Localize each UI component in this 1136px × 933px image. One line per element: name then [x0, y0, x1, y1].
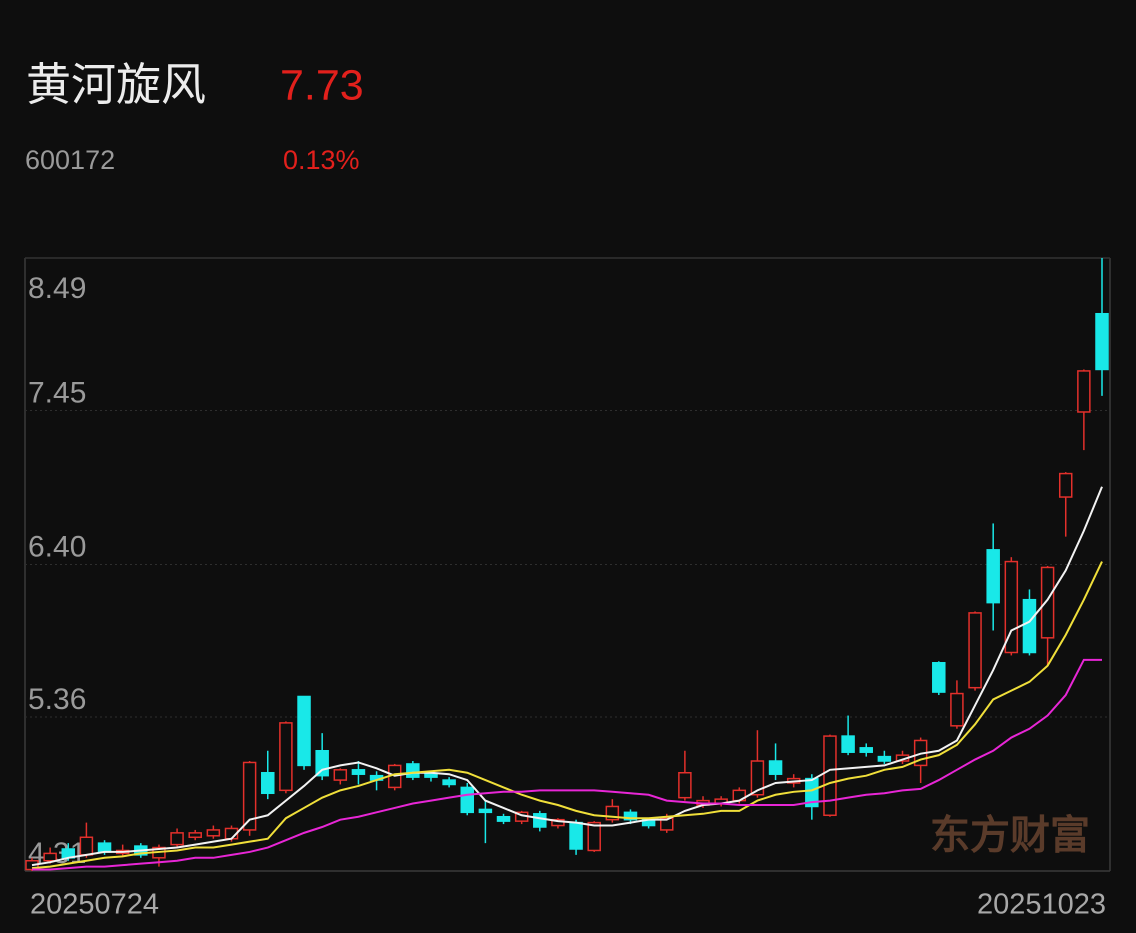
y-tick-label: 5.36	[28, 683, 86, 716]
candle-body	[43, 852, 57, 862]
candle-body	[1058, 472, 1073, 498]
change-percent: 0.13%	[283, 145, 360, 175]
y-tick-label: 7.45	[28, 376, 86, 409]
candle-body	[442, 779, 456, 786]
candle-body	[659, 817, 674, 831]
candle-body	[279, 722, 293, 792]
candle-body	[986, 549, 1000, 604]
candle-body	[968, 612, 982, 689]
candle-body	[768, 760, 783, 775]
candle-body	[351, 769, 366, 775]
stock-code: 600172	[25, 145, 115, 175]
stock-price: 7.73	[280, 61, 364, 109]
candle-body	[79, 836, 94, 856]
candle-body	[932, 662, 946, 693]
candle-body	[315, 749, 329, 777]
candle-body	[170, 832, 184, 846]
moving-average-line	[31, 486, 1103, 867]
candle-body	[97, 842, 112, 853]
candle-body	[1022, 598, 1037, 654]
candle-body	[261, 771, 275, 795]
x-tick-label: 20251023	[977, 889, 1106, 921]
candle-body	[1040, 566, 1055, 639]
candle-body	[206, 829, 221, 837]
candle-body	[188, 832, 202, 839]
candle-body	[1077, 370, 1091, 413]
candle-body	[950, 692, 964, 727]
candle-body	[297, 695, 311, 767]
candle-body	[823, 735, 837, 817]
candle-body	[841, 735, 855, 753]
candle-body	[805, 777, 819, 808]
candle-body	[533, 813, 547, 828]
candle-body	[623, 811, 638, 821]
watermark: 东方财富	[930, 814, 1090, 858]
stock-name: 黄河旋风	[26, 59, 206, 110]
candle-body	[1095, 312, 1109, 371]
candle-body	[478, 808, 493, 814]
candle-body	[242, 761, 257, 831]
candle-body	[424, 773, 438, 778]
x-tick-label: 20250724	[30, 889, 159, 921]
y-tick-label: 8.49	[28, 272, 86, 305]
candle-body	[460, 786, 475, 814]
candle-body	[587, 821, 601, 852]
candle-body	[859, 747, 873, 753]
moving-average-line	[32, 658, 1102, 871]
candle-body	[496, 815, 511, 822]
moving-average-line	[31, 561, 1103, 870]
candle-body	[750, 760, 765, 796]
candle-body	[678, 771, 692, 799]
candle-body	[333, 769, 348, 781]
candle-body	[569, 821, 583, 850]
candle-body	[877, 755, 892, 762]
candle-body	[406, 763, 420, 778]
y-tick-label: 6.40	[28, 530, 86, 563]
